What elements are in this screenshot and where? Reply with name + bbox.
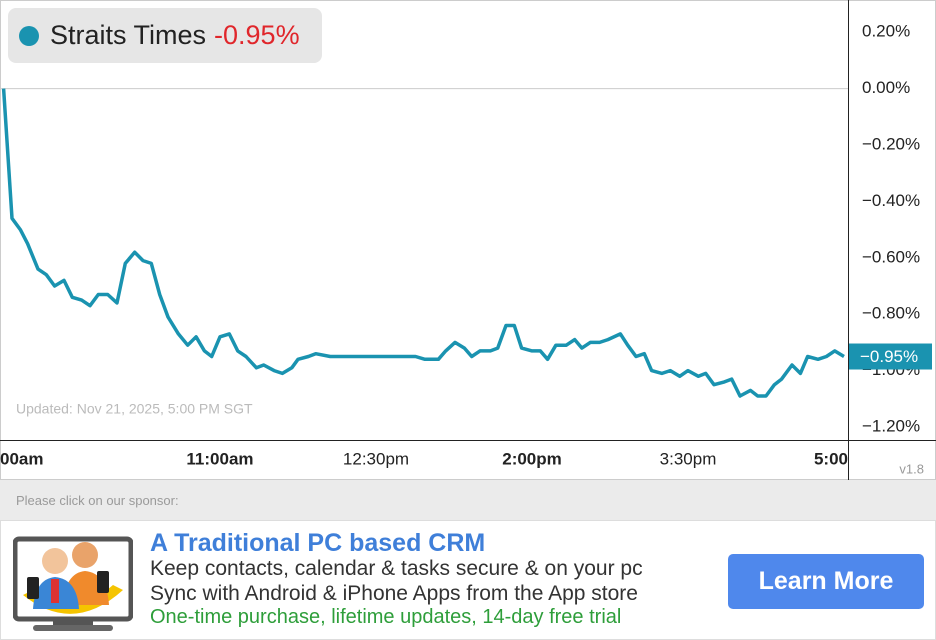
ad[interactable]: A Traditional PC based CRM Keep contacts… — [0, 520, 936, 640]
update-note: Updated: Nov 21, 2025, 5:00 PM SGT — [16, 401, 253, 417]
ad-line: Sync with Android & iPhone Apps from the… — [150, 582, 638, 605]
current-tag — [849, 343, 932, 370]
legend-name: Straits Times — [50, 20, 206, 50]
legend-swatch — [19, 26, 39, 46]
ad-title[interactable]: A Traditional PC based CRM — [150, 529, 486, 557]
ad-offer: One-time purchase, lifetime updates, 14-… — [150, 606, 622, 628]
ad-icon — [13, 536, 133, 631]
y-tick-label: −0.60% — [862, 247, 920, 266]
ad-line: Keep contacts, calendar & tasks secure &… — [150, 557, 643, 580]
learn-more-button[interactable]: Learn More — [728, 554, 924, 609]
x-tick-label: 00am — [0, 449, 43, 468]
version: v1.8 — [899, 461, 924, 476]
y-tick-label: −0.20% — [862, 134, 920, 153]
legend-box — [8, 8, 322, 63]
y-tick-label: −0.80% — [862, 304, 920, 323]
x-tick-label: 3:30pm — [660, 449, 717, 468]
sponsor-strip: Please click on our sponsor: — [0, 480, 936, 520]
chart: Updated: Nov 21, 2025, 5:00 PM SGT v1.8 … — [0, 0, 936, 480]
price-line — [1, 88, 845, 398]
x-tick-label: 5:00 — [814, 449, 848, 468]
y-tick-label: −1.20% — [862, 417, 920, 436]
x-tick-label: 2:00pm — [502, 449, 562, 468]
y-tick-label: −0.40% — [862, 191, 920, 210]
x-tick-label: 11:00am — [186, 449, 253, 468]
y-tick-label: 0.00% — [862, 78, 910, 97]
change-label: -0.95% — [214, 20, 300, 50]
x-tick-label: 12:30pm — [343, 449, 409, 468]
sponsor-prompt: Please click on our sponsor: — [16, 493, 179, 508]
legend: Straits Times -0.95% — [8, 8, 322, 63]
y-tick-label: 0.20% — [862, 22, 910, 41]
current-tag-label: −0.95% — [860, 347, 918, 366]
